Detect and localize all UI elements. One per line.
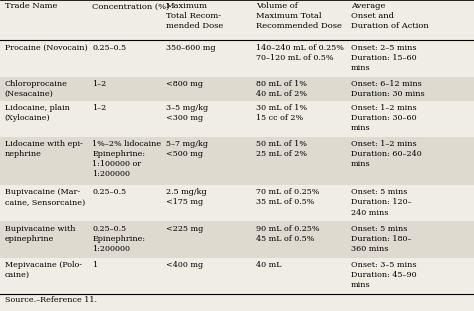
- Text: 0.25–0.5: 0.25–0.5: [92, 44, 127, 52]
- Text: 1: 1: [92, 261, 98, 269]
- Text: Source.–Reference 11.: Source.–Reference 11.: [5, 296, 97, 304]
- Text: <225 mg: <225 mg: [166, 225, 203, 233]
- Text: Volume of
Maximum Total
Recommended Dose: Volume of Maximum Total Recommended Dose: [256, 2, 342, 30]
- Text: Procaine (Novocain): Procaine (Novocain): [5, 44, 88, 52]
- Text: 0.25–0.5: 0.25–0.5: [92, 188, 127, 196]
- Text: Onset: 6–12 mins
Duration: 30 mins: Onset: 6–12 mins Duration: 30 mins: [351, 80, 424, 98]
- Text: 1–2: 1–2: [92, 104, 107, 112]
- Text: 1–2: 1–2: [92, 80, 107, 88]
- Text: 1%–2% lidocaine
Epinephrine:
1:100000 or
1:200000: 1%–2% lidocaine Epinephrine: 1:100000 or…: [92, 140, 162, 179]
- Text: 5–7 mg/kg
<500 mg: 5–7 mg/kg <500 mg: [166, 140, 208, 158]
- Text: 30 mL of 1%
15 cc of 2%: 30 mL of 1% 15 cc of 2%: [256, 104, 307, 122]
- Text: <400 mg: <400 mg: [166, 261, 203, 269]
- Text: 80 mL of 1%
40 mL of 2%: 80 mL of 1% 40 mL of 2%: [256, 80, 307, 98]
- Text: Chloroprocaine
(Nesacaine): Chloroprocaine (Nesacaine): [5, 80, 68, 98]
- Text: Onset: 3–5 mins
Duration: 45–90
mins: Onset: 3–5 mins Duration: 45–90 mins: [351, 261, 416, 289]
- Bar: [0, 221, 474, 258]
- Text: Lidocaine with epi-
nephrine: Lidocaine with epi- nephrine: [5, 140, 82, 158]
- Text: Lidocaine, plain
(Xylocaine): Lidocaine, plain (Xylocaine): [5, 104, 70, 122]
- Text: Onset: 2–5 mins
Duration: 15–60
mins: Onset: 2–5 mins Duration: 15–60 mins: [351, 44, 416, 72]
- Text: Onset: 5 mins
Duration: 120–
240 mins: Onset: 5 mins Duration: 120– 240 mins: [351, 188, 411, 216]
- Text: Mepivacaine (Polo-
caine): Mepivacaine (Polo- caine): [5, 261, 82, 279]
- Text: Bupivacaine with
epinephrine: Bupivacaine with epinephrine: [5, 225, 75, 243]
- Text: 50 mL of 1%
25 mL of 2%: 50 mL of 1% 25 mL of 2%: [256, 140, 307, 158]
- Text: Maximum
Total Recom-
mended Dose: Maximum Total Recom- mended Dose: [166, 2, 223, 30]
- Text: Onset: 1–2 mins
Duration: 60–240
mins: Onset: 1–2 mins Duration: 60–240 mins: [351, 140, 421, 168]
- Text: 3–5 mg/kg
<300 mg: 3–5 mg/kg <300 mg: [166, 104, 208, 122]
- Text: 350–600 mg: 350–600 mg: [166, 44, 215, 52]
- Text: Trade Name: Trade Name: [5, 2, 57, 11]
- Text: Onset: 1–2 mins
Duration: 30–60
mins: Onset: 1–2 mins Duration: 30–60 mins: [351, 104, 416, 132]
- Text: 90 mL of 0.25%
45 mL of 0.5%: 90 mL of 0.25% 45 mL of 0.5%: [256, 225, 319, 243]
- Text: Average
Onset and
Duration of Action: Average Onset and Duration of Action: [351, 2, 428, 30]
- Text: 70 mL of 0.25%
35 mL of 0.5%: 70 mL of 0.25% 35 mL of 0.5%: [256, 188, 319, 207]
- Text: 40 mL: 40 mL: [256, 261, 282, 269]
- Text: 2.5 mg/kg
<175 mg: 2.5 mg/kg <175 mg: [166, 188, 207, 207]
- Bar: [0, 77, 474, 101]
- Bar: [0, 137, 474, 185]
- Text: Bupivacaine (Mar-
caine, Sensorcaine): Bupivacaine (Mar- caine, Sensorcaine): [5, 188, 85, 207]
- Text: 140–240 mL of 0.25%
70–120 mL of 0.5%: 140–240 mL of 0.25% 70–120 mL of 0.5%: [256, 44, 344, 62]
- Text: Concentration (%): Concentration (%): [92, 2, 170, 11]
- Text: 0.25–0.5
Epinephrine:
1:200000: 0.25–0.5 Epinephrine: 1:200000: [92, 225, 146, 253]
- Text: <800 mg: <800 mg: [166, 80, 203, 88]
- Text: Onset: 5 mins
Duration: 180–
360 mins: Onset: 5 mins Duration: 180– 360 mins: [351, 225, 411, 253]
